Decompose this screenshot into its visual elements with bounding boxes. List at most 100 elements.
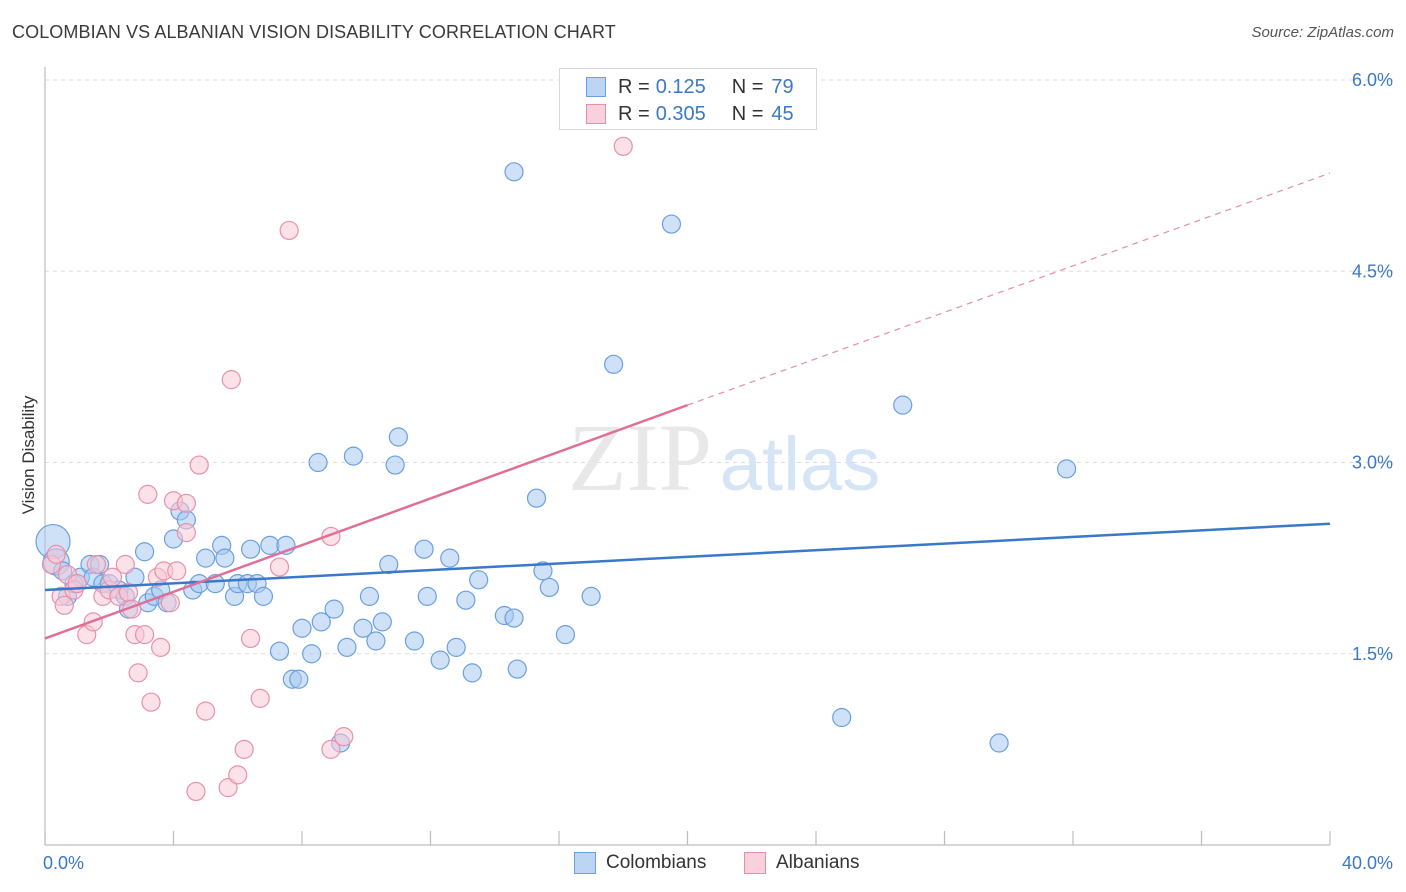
n-value: 79 [771,75,794,98]
data-point-colombians [581,586,601,606]
data-point-colombians [292,618,312,638]
data-point-albanians [128,663,148,683]
data-point-albanians [269,557,290,577]
data-point-colombians [269,641,290,661]
data-point-albanians [151,637,171,657]
data-point-colombians [504,608,524,628]
data-point-colombians [311,612,331,632]
legend-row-colombians: R = 0.125 N = 79 [586,75,794,99]
data-point-albanians [176,493,196,513]
trend-lines [44,172,1331,640]
data-point-albanians [167,561,187,581]
legend-row-albanians: R = 0.305 N = 45 [586,102,794,126]
data-point-colombians [337,637,357,657]
y-axis-label: Vision Disability [19,395,38,514]
watermark: ZIP atlas [568,404,880,511]
data-point-colombians [504,162,524,182]
data-point-albanians [613,136,633,156]
n-label: N = [731,75,764,98]
r-value: 0.125 [655,75,706,98]
data-point-colombians [289,669,309,689]
series-legend: Colombians Albanians [0,852,1406,876]
data-point-colombians [359,586,380,606]
data-point-albanians [221,370,241,390]
data-point-colombians [661,214,682,234]
data-point-albanians [234,739,254,759]
data-point-albanians [279,220,299,241]
data-point-colombians [507,659,527,679]
y-tick-label: 1.5% [1352,644,1393,664]
data-point-colombians [555,625,576,645]
data-point-colombians [324,599,344,619]
data-point-colombians [308,452,328,473]
source-label: Source: ZipAtlas.com [1251,24,1394,41]
data-point-colombians [526,488,547,508]
data-point-colombians [469,570,489,590]
x-tick-label: 0.0% [43,853,84,873]
data-point-colombians [196,548,216,568]
data-point-albanians [228,765,248,785]
data-point-albanians [176,523,196,543]
n-value: 45 [771,102,794,125]
axes [44,67,1331,846]
data-point-colombians [366,631,386,651]
data-point-albanians [321,739,341,759]
data-point-colombians [440,548,460,568]
data-point-albanians [86,554,107,575]
data-point-colombians [302,644,322,664]
legend-swatch-albanians [744,852,766,874]
data-point-albanians [334,727,354,747]
data-point-colombians [215,548,235,568]
data-point-albanians [141,692,161,712]
data-point-albanians [196,701,216,721]
trend-line-albanians [44,403,688,640]
data-point-colombians [260,535,280,555]
data-point-colombians [353,618,373,638]
data-point-colombians [388,427,408,447]
data-point-colombians [446,637,466,657]
data-point-colombians [241,539,261,559]
grid-lines [45,79,1393,655]
data-point-albanians [250,688,270,708]
stats-legend: R = 0.125 N = 79 R = 0.305 N = 45 [559,68,817,130]
n-label: N = [731,102,764,125]
data-point-colombians [533,561,553,581]
watermark-atlas: atlas [720,422,881,507]
data-point-colombians [1056,459,1077,479]
trend-line-colombians [44,522,1331,592]
trend-line-albanians-projection [687,172,1331,406]
data-point-colombians [456,590,476,610]
data-point-colombians [604,354,624,374]
legend-swatch-albanians [586,104,606,124]
legend-swatch-colombians [574,852,596,874]
legend-item-colombians[interactable]: Colombians [574,852,706,874]
legend-swatch-colombians [586,77,606,97]
data-point-albanians [54,595,74,615]
legend-label-albanians: Albanians [776,852,860,873]
data-point-colombians [343,446,363,466]
r-label: R = [618,102,650,125]
legend-item-albanians[interactable]: Albanians [744,852,859,874]
y-tick-label: 6.0% [1352,70,1393,90]
data-point-albanians [241,628,261,649]
data-point-colombians [539,577,559,598]
data-point-albanians [189,455,209,475]
y-tick-label: 4.5% [1352,261,1393,281]
data-point-colombians [385,455,405,475]
data-point-albanians [134,625,155,645]
data-point-colombians [462,663,482,683]
y-tick-label: 3.0% [1352,453,1393,473]
data-point-albanians [46,544,66,564]
r-value: 0.305 [655,102,706,125]
data-point-colombians [414,539,434,559]
data-point-colombians [430,650,450,670]
r-label: R = [618,75,650,98]
data-point-colombians [134,542,155,562]
data-point-albanians [115,554,135,575]
data-point-albanians [138,484,158,504]
chart-title: COLOMBIAN VS ALBANIAN VISION DISABILITY … [12,22,616,42]
legend-label-colombians: Colombians [606,852,707,873]
watermark-zip: ZIP [568,404,712,511]
data-point-albanians [218,778,238,798]
